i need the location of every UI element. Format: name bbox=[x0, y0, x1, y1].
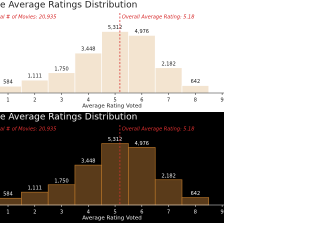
bar bbox=[181, 85, 210, 94]
chart: e Average Ratings Distribution5841,1111,… bbox=[0, 0, 224, 112]
data-label: 1,750 bbox=[54, 178, 68, 184]
bar bbox=[74, 52, 102, 94]
page: e Average Ratings Distribution5841,1111,… bbox=[0, 0, 224, 223]
x-tick-label: 1 bbox=[6, 98, 9, 104]
bar bbox=[181, 197, 210, 206]
bar bbox=[101, 31, 129, 94]
x-axis-label: Average Rating Voted bbox=[82, 216, 142, 222]
x-tick-label: 5 bbox=[113, 98, 116, 104]
bar bbox=[128, 35, 156, 94]
bar bbox=[21, 191, 49, 206]
x-tick-label: 4 bbox=[87, 98, 90, 104]
data-label: 3,448 bbox=[81, 159, 95, 165]
x-tick-label: 9 bbox=[221, 210, 224, 216]
data-label: 4,976 bbox=[135, 29, 149, 35]
x-axis-label: Average Rating Voted bbox=[82, 104, 142, 110]
chart: e Average Ratings Distribution5841,1111,… bbox=[0, 112, 224, 223]
annotation: al # of Movies: 20,935 bbox=[0, 127, 56, 133]
data-label: 584 bbox=[3, 192, 13, 198]
bar bbox=[154, 179, 183, 206]
data-label: 2,182 bbox=[161, 61, 175, 67]
x-tick-label: 3 bbox=[60, 210, 63, 216]
bar bbox=[154, 67, 183, 94]
data-label: 5,312 bbox=[108, 137, 122, 143]
data-label: 1,111 bbox=[28, 74, 42, 80]
chart-title: e Average Ratings Distribution bbox=[0, 1, 137, 11]
x-tick-label: 2 bbox=[33, 98, 36, 104]
bar bbox=[47, 184, 76, 206]
data-label: 5,312 bbox=[108, 25, 122, 31]
chart-title: e Average Ratings Distribution bbox=[0, 113, 137, 123]
data-label: 2,182 bbox=[161, 173, 175, 179]
bar bbox=[101, 143, 129, 206]
annotation: Overall Average Rating: 5.18 bbox=[122, 127, 195, 133]
x-tick-label: 8 bbox=[194, 210, 197, 216]
annotation: Overall Average Rating: 5.18 bbox=[122, 15, 195, 21]
data-label: 1,111 bbox=[28, 186, 42, 192]
data-label: 584 bbox=[3, 80, 13, 86]
x-tick-label: 7 bbox=[167, 98, 170, 104]
bar bbox=[21, 79, 49, 94]
data-label: 642 bbox=[191, 191, 201, 197]
data-label: 1,750 bbox=[54, 66, 68, 72]
x-tick-label: 6 bbox=[140, 210, 143, 216]
data-label: 4,976 bbox=[135, 141, 149, 147]
bar bbox=[0, 85, 22, 94]
x-tick-label: 7 bbox=[167, 210, 170, 216]
annotation: al # of Movies: 20,935 bbox=[0, 15, 56, 21]
bar bbox=[74, 164, 102, 206]
x-tick-label: 4 bbox=[87, 210, 90, 216]
x-tick-label: 9 bbox=[221, 98, 224, 104]
data-label: 642 bbox=[191, 79, 201, 85]
x-tick-label: 3 bbox=[60, 98, 63, 104]
data-label: 3,448 bbox=[81, 47, 95, 53]
bar bbox=[0, 197, 22, 206]
x-tick-label: 6 bbox=[140, 98, 143, 104]
x-tick-label: 8 bbox=[194, 98, 197, 104]
x-tick-label: 1 bbox=[6, 210, 9, 216]
bar bbox=[128, 147, 156, 206]
x-tick-label: 5 bbox=[113, 210, 116, 216]
x-tick-label: 2 bbox=[33, 210, 36, 216]
bar bbox=[47, 72, 76, 94]
